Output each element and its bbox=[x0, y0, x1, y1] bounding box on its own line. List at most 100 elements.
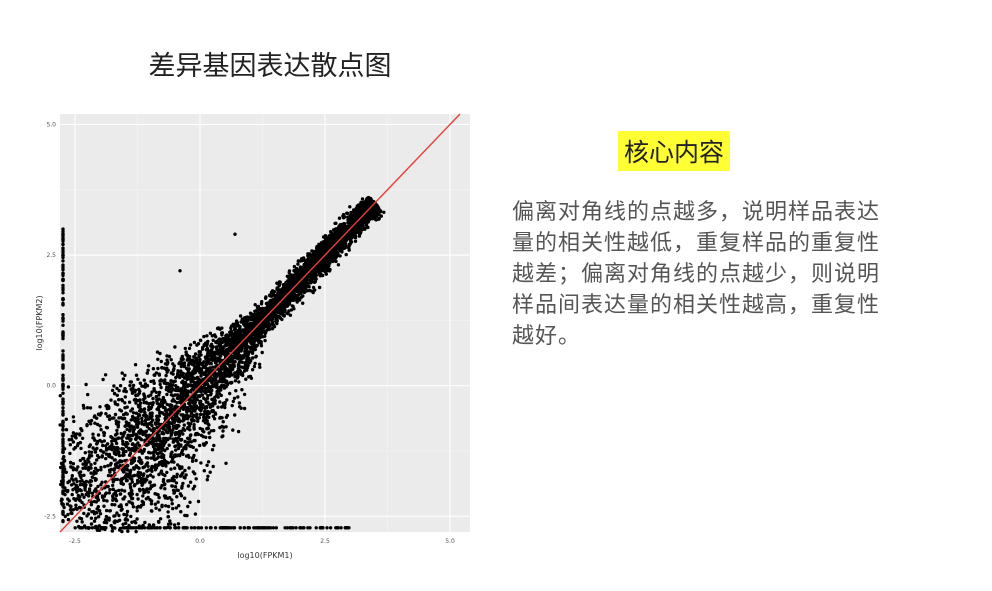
data-point bbox=[202, 396, 206, 400]
data-point bbox=[346, 224, 350, 229]
data-point bbox=[307, 252, 312, 256]
data-point bbox=[115, 477, 120, 482]
data-point bbox=[310, 258, 314, 263]
data-point bbox=[246, 353, 250, 357]
data-point bbox=[324, 265, 328, 270]
data-point bbox=[70, 474, 74, 478]
data-point bbox=[79, 488, 83, 493]
data-point bbox=[193, 352, 198, 356]
data-point bbox=[180, 486, 184, 490]
data-point bbox=[304, 284, 308, 289]
data-point bbox=[125, 478, 129, 483]
data-point bbox=[176, 442, 181, 446]
data-point bbox=[234, 319, 239, 323]
data-point bbox=[87, 456, 91, 460]
data-point bbox=[177, 504, 181, 508]
data-point bbox=[132, 519, 137, 524]
data-point bbox=[89, 500, 94, 504]
data-point bbox=[365, 214, 369, 218]
data-point bbox=[175, 400, 179, 405]
data-point bbox=[113, 503, 117, 507]
data-point bbox=[102, 450, 106, 454]
data-point bbox=[205, 419, 209, 423]
data-point bbox=[211, 464, 215, 469]
data-point bbox=[66, 385, 71, 389]
data-point bbox=[201, 385, 205, 390]
data-point bbox=[134, 393, 138, 398]
data-point bbox=[307, 254, 312, 259]
data-point bbox=[195, 412, 199, 416]
data-point bbox=[322, 257, 326, 262]
data-point bbox=[198, 399, 202, 404]
data-point bbox=[334, 236, 338, 241]
data-point bbox=[58, 394, 62, 398]
data-point bbox=[185, 353, 190, 358]
data-point bbox=[106, 414, 110, 419]
data-point bbox=[175, 393, 179, 397]
data-point bbox=[158, 411, 162, 415]
data-point bbox=[170, 498, 174, 502]
data-point bbox=[136, 441, 140, 445]
data-point bbox=[119, 504, 124, 509]
data-point bbox=[266, 303, 270, 307]
data-point bbox=[193, 369, 197, 374]
data-point bbox=[177, 409, 182, 413]
data-point bbox=[188, 433, 193, 438]
data-point bbox=[291, 304, 295, 309]
data-point bbox=[66, 512, 70, 517]
data-point bbox=[100, 454, 105, 458]
data-point bbox=[125, 427, 129, 432]
data-point bbox=[163, 380, 167, 385]
data-point bbox=[191, 470, 195, 474]
data-point bbox=[121, 447, 126, 451]
data-point bbox=[99, 483, 103, 487]
data-point bbox=[356, 212, 360, 217]
data-point bbox=[119, 431, 123, 436]
data-point bbox=[315, 254, 319, 258]
data-point bbox=[377, 216, 381, 221]
data-point bbox=[118, 526, 123, 531]
data-point bbox=[114, 465, 119, 469]
data-point bbox=[96, 484, 100, 489]
data-point bbox=[158, 517, 163, 521]
data-point bbox=[215, 391, 219, 396]
data-point bbox=[244, 341, 248, 345]
data-point bbox=[360, 220, 364, 224]
data-point bbox=[157, 508, 162, 512]
data-point bbox=[182, 385, 187, 390]
data-point bbox=[67, 499, 71, 503]
data-point bbox=[80, 520, 84, 524]
data-point bbox=[188, 343, 193, 347]
data-point bbox=[71, 440, 76, 444]
data-point bbox=[183, 346, 187, 351]
data-point bbox=[246, 322, 250, 326]
data-point bbox=[143, 413, 147, 417]
data-point bbox=[134, 446, 138, 450]
data-point bbox=[288, 282, 292, 286]
data-point bbox=[137, 456, 141, 460]
data-point bbox=[80, 478, 84, 483]
data-point bbox=[98, 405, 102, 409]
data-point bbox=[155, 414, 159, 418]
data-point bbox=[116, 446, 120, 451]
data-point bbox=[262, 325, 266, 330]
data-point bbox=[190, 459, 195, 463]
data-point bbox=[107, 468, 112, 472]
data-point bbox=[120, 488, 124, 492]
data-point bbox=[92, 512, 97, 516]
data-point bbox=[207, 378, 211, 383]
data-point bbox=[212, 417, 217, 421]
data-point bbox=[307, 264, 311, 268]
data-point bbox=[89, 516, 94, 520]
data-point bbox=[138, 461, 143, 465]
data-point bbox=[128, 472, 132, 476]
data-point bbox=[323, 242, 327, 246]
data-point bbox=[239, 406, 243, 410]
data-point bbox=[111, 480, 116, 484]
data-point bbox=[137, 466, 141, 470]
data-point bbox=[170, 460, 174, 464]
data-point bbox=[180, 354, 184, 359]
data-point bbox=[132, 456, 137, 460]
data-point bbox=[382, 210, 386, 214]
data-point bbox=[225, 398, 229, 402]
